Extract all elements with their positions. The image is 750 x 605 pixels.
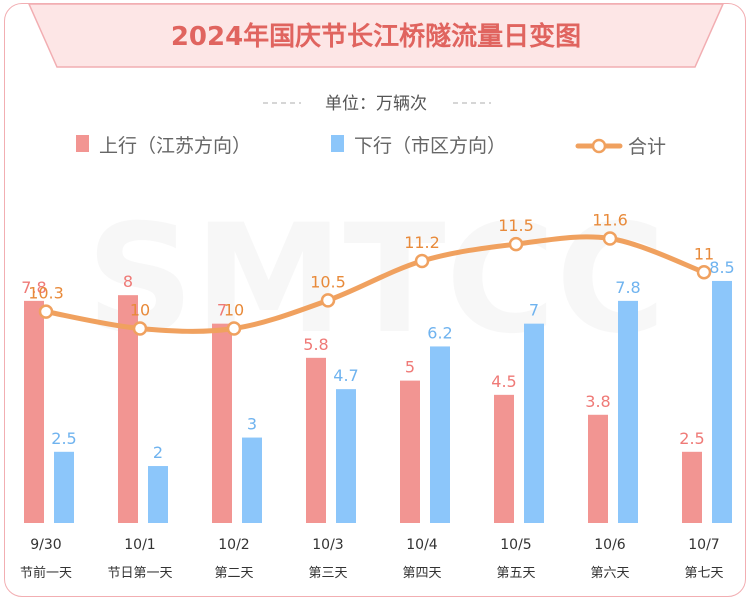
x-tick-day-6: 第六天 xyxy=(590,566,629,581)
bar-up-1 xyxy=(118,295,138,523)
x-tick-day-2: 第二天 xyxy=(214,566,253,581)
x-tick-day-5: 第五天 xyxy=(496,566,535,581)
total-label-1: 10 xyxy=(130,301,150,320)
bar-up-label-6: 3.8 xyxy=(585,392,610,411)
x-tick-date-7: 10/7 xyxy=(688,537,719,553)
x-tick-date-4: 10/4 xyxy=(406,537,438,553)
total-point-3 xyxy=(320,293,336,308)
bar-down-6 xyxy=(618,300,638,523)
legend-label-up: 上行（江苏方向） xyxy=(99,135,251,157)
bar-down-4 xyxy=(430,346,450,523)
unit-label: 单位：万辆次 xyxy=(325,94,427,114)
bar-up-2 xyxy=(212,323,232,523)
bar-down-label-3: 4.7 xyxy=(333,366,358,385)
total-label-5: 11.5 xyxy=(498,216,534,235)
bar-up-0 xyxy=(24,300,44,523)
bar-down-5 xyxy=(524,323,544,523)
chart-svg: 2024年国庆节长江桥隧流量日变图 单位：万辆次 上行（江苏方向） 下行（市区方… xyxy=(20,4,735,582)
bar-down-1 xyxy=(148,466,168,523)
total-label-6: 11.6 xyxy=(592,211,628,230)
total-label-3: 10.5 xyxy=(310,272,346,291)
x-tick-date-5: 10/5 xyxy=(500,537,531,553)
bar-up-label-7: 2.5 xyxy=(679,429,704,448)
bar-up-label-3: 5.8 xyxy=(303,335,328,354)
bar-up-4 xyxy=(400,380,420,523)
total-point-4 xyxy=(414,253,430,269)
legend-label-total: 合计 xyxy=(628,136,666,158)
total-label-0: 10.3 xyxy=(28,284,64,303)
total-point-2 xyxy=(226,321,242,336)
bar-down-label-5: 7 xyxy=(529,301,539,320)
x-tick-date-3: 10/3 xyxy=(312,537,343,553)
bar-down-2 xyxy=(242,437,262,523)
bar-up-6 xyxy=(588,414,608,523)
bar-up-3 xyxy=(306,357,326,523)
bar-down-7 xyxy=(712,280,732,523)
x-tick-day-1: 节日第一天 xyxy=(107,566,172,581)
plot-area: 7.8 2.5 9/30 节前一天 8 2 10/1 节日第一天 7 3 10/2 第二天 5.8 4.7… xyxy=(20,211,735,582)
bar-up-5 xyxy=(494,394,514,523)
total-label-2: 10 xyxy=(224,301,244,320)
legend-label-down: 下行（市区方向） xyxy=(354,135,506,157)
bar-down-0 xyxy=(54,451,74,523)
x-tick-day-3: 第三天 xyxy=(308,566,347,581)
legend: 上行（江苏方向） 下行（市区方向） 合计 xyxy=(76,135,666,158)
bar-up-label-1: 8 xyxy=(123,272,133,291)
bar-up-7 xyxy=(682,451,702,523)
x-tick-day-0: 节前一天 xyxy=(20,565,72,581)
bar-down-3 xyxy=(336,389,356,523)
bar-down-label-2: 3 xyxy=(247,415,257,434)
total-label-4: 11.2 xyxy=(404,233,440,252)
title-banner xyxy=(28,4,724,68)
total-point-6 xyxy=(602,231,618,246)
bar-down-label-4: 6.2 xyxy=(427,323,452,342)
chart-title: 2024年国庆节长江桥隧流量日变图 xyxy=(171,21,581,52)
legend-swatch-up xyxy=(76,135,89,152)
x-tick-day-4: 第四天 xyxy=(402,566,441,581)
x-tick-day-7: 第七天 xyxy=(684,566,723,581)
bar-down-label-1: 2 xyxy=(153,443,163,462)
bar-down-label-7: 8.5 xyxy=(709,258,734,277)
bar-down-label-6: 7.8 xyxy=(615,278,640,297)
bar-up-label-4: 5 xyxy=(405,358,415,377)
bar-up-label-5: 4.5 xyxy=(491,372,516,391)
x-tick-date-1: 10/1 xyxy=(124,537,155,553)
total-label-7: 11 xyxy=(694,244,714,263)
bar-down-label-0: 2.5 xyxy=(51,429,76,448)
legend-marker-total xyxy=(591,138,607,154)
bar-up-label-2: 7 xyxy=(217,301,227,320)
total-point-1 xyxy=(132,321,148,336)
legend-swatch-down xyxy=(331,135,344,152)
x-tick-date-0: 9/30 xyxy=(30,537,61,553)
bar-up-label-0: 7.8 xyxy=(21,278,46,297)
chart-card: 2024年国庆节长江桥隧流量日变图 单位：万辆次 上行（江苏方向） 下行（市区方… xyxy=(4,3,746,597)
x-tick-date-2: 10/2 xyxy=(218,537,249,553)
total-point-0 xyxy=(38,304,54,319)
total-point-7 xyxy=(696,265,712,280)
x-tick-date-6: 10/6 xyxy=(594,537,626,553)
total-point-5 xyxy=(508,236,524,252)
